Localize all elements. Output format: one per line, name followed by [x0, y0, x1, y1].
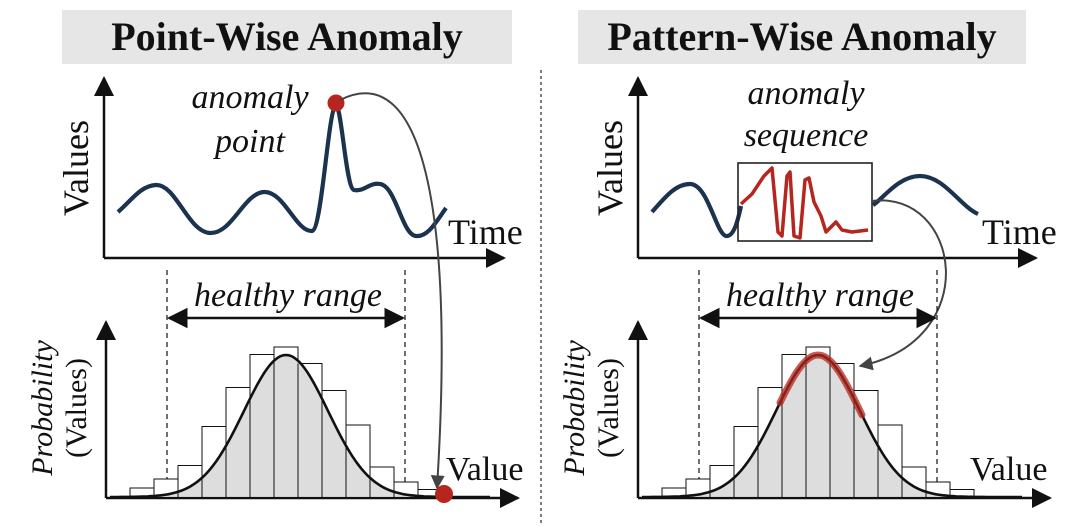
right-top-xlabel: Time	[982, 212, 1057, 252]
left-gaussian-curve	[110, 353, 490, 499]
left-annotation-line2: point	[213, 123, 286, 160]
left-top-ylabel: Values	[56, 120, 96, 216]
left-bottom-xlabel: Value	[446, 451, 523, 488]
right-top-ylabel: Values	[590, 120, 630, 216]
left-panel-title-box: Point-Wise Anomaly	[62, 10, 512, 64]
right-bottom-ylabel-line2: (Values)	[592, 358, 625, 458]
right-panel: Values Time anomaly sequence Probability…	[558, 75, 1057, 508]
right-time-series-end	[871, 173, 979, 216]
anomaly-sequence-box	[737, 162, 873, 242]
left-gaussian-area	[110, 355, 490, 497]
right-bottom-xlabel: Value	[970, 451, 1047, 488]
left-panel: Values Time anomaly point Probability (V…	[26, 76, 523, 508]
anomaly-value-marker	[435, 485, 453, 503]
left-panel-title: Point-Wise Anomaly	[111, 14, 463, 59]
right-range-label: healthy range	[726, 277, 914, 314]
left-bottom-ylabel-line2: (Values)	[60, 358, 93, 458]
left-time-series-line	[116, 101, 448, 239]
left-annotation-line1: anomaly	[191, 79, 309, 116]
anomaly-point-marker	[327, 94, 345, 112]
right-gaussian-area	[642, 355, 1022, 497]
left-anomaly-mapping-arrow	[339, 92, 445, 490]
left-bottom-ylabel-line1: Probability	[26, 340, 59, 477]
right-annotation-line1: anomaly	[747, 75, 865, 112]
left-range-label: healthy range	[194, 277, 382, 314]
right-panel-title: Pattern-Wise Anomaly	[607, 14, 997, 59]
left-histogram	[110, 346, 490, 498]
right-time-series-start	[650, 181, 744, 239]
right-anomaly-mapping-arrow	[858, 199, 947, 371]
left-top-xlabel: Time	[448, 212, 523, 252]
right-annotation-line2: sequence	[744, 117, 869, 154]
right-bottom-ylabel-line1: Probability	[558, 340, 591, 477]
anomaly-peak-highlight	[776, 351, 866, 419]
anomaly-sequence-line	[739, 166, 869, 240]
right-panel-title-box: Pattern-Wise Anomaly	[578, 10, 1026, 64]
